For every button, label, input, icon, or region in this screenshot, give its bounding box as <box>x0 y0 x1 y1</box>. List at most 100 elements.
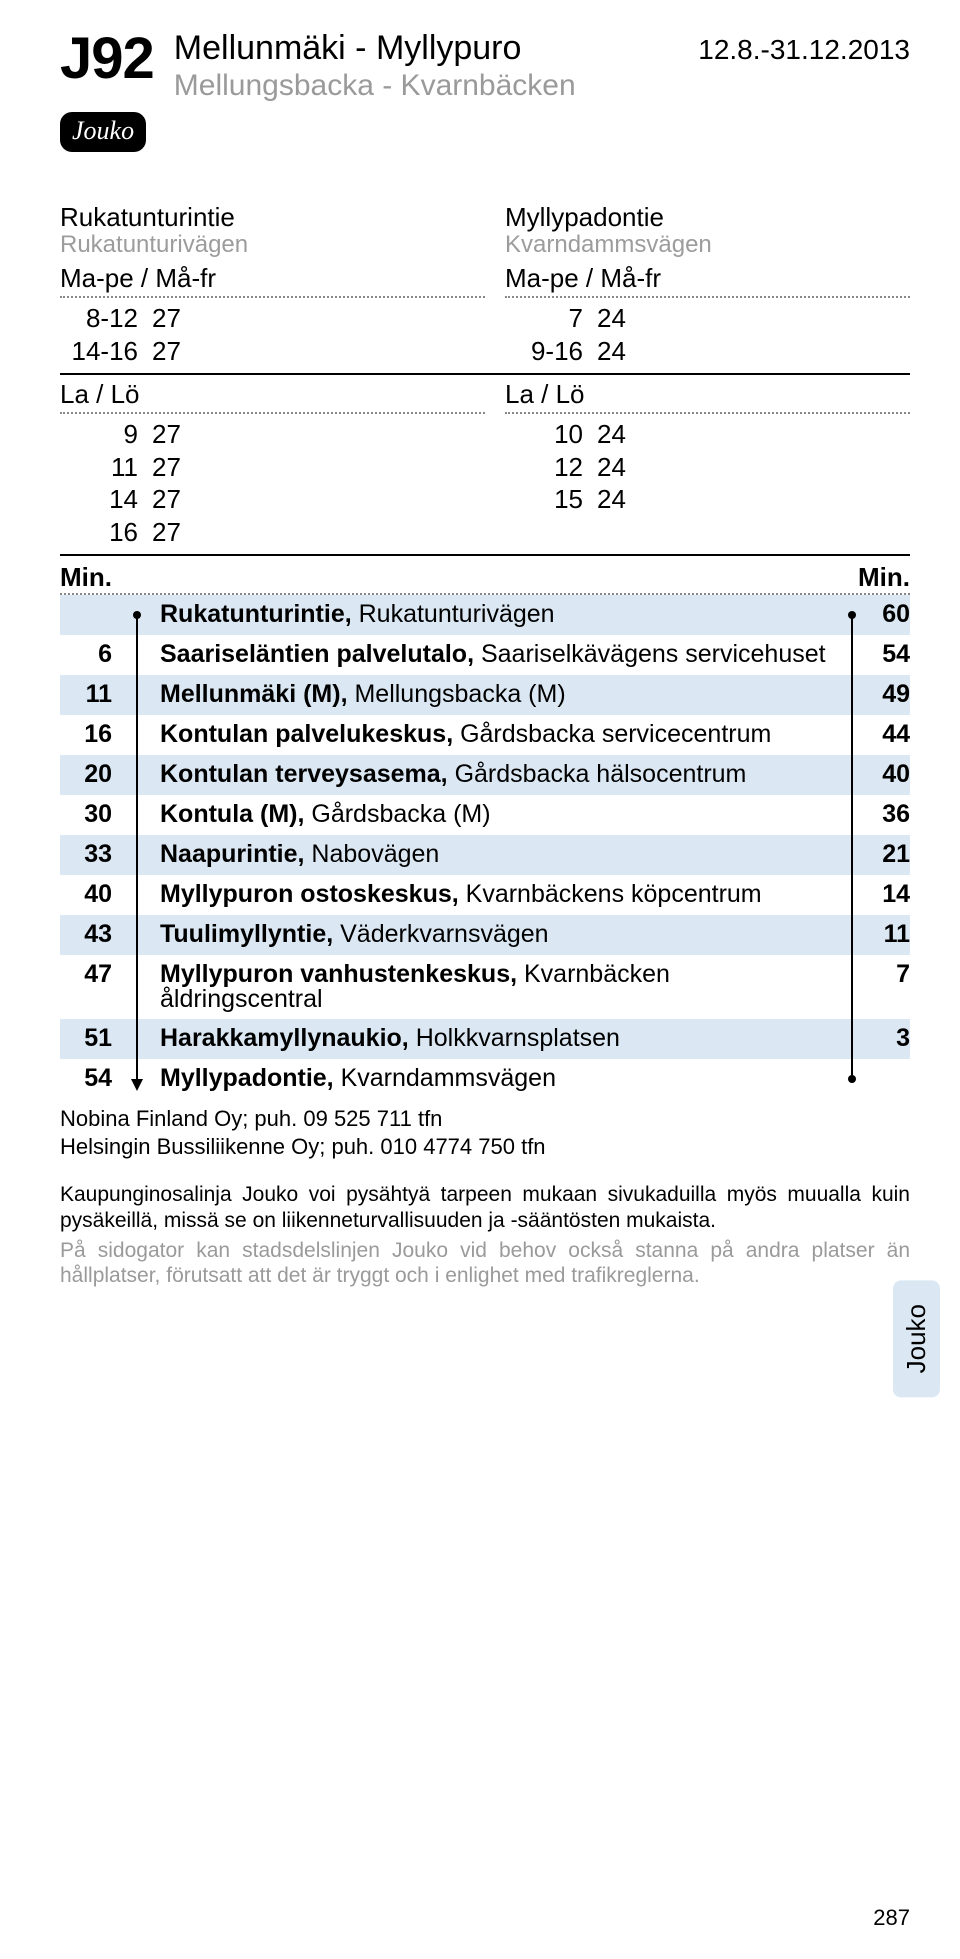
route-line <box>840 875 864 915</box>
stops-table: Rukatunturintie, Rukatunturivägen 60 6 Saar… <box>60 595 910 1099</box>
stop-min-left: 54 <box>60 1059 122 1099</box>
time-row: 9-1624 <box>505 335 910 368</box>
min-header: Min. Min. <box>60 556 910 595</box>
stop-min-left: 20 <box>60 755 122 795</box>
route-title-sv: Mellungsbacka - Kvarnbäcken <box>174 69 698 102</box>
stop-name: Mellunmäki (M), Mellungsbacka (M) <box>152 675 840 715</box>
page: J92 Mellunmäki - Myllypuro Mellungsbacka… <box>0 0 960 1959</box>
time-row: 1024 <box>505 418 910 451</box>
stop-min-left: 30 <box>60 795 122 835</box>
stop-min-left: 51 <box>60 1019 122 1059</box>
side-tab-jouko: Jouko <box>893 1280 940 1397</box>
route-code: J92 <box>60 30 154 88</box>
stops-block: Min. Min. Rukatunturintie, Rukatunturivä… <box>60 556 910 1099</box>
stop-name: Saariseläntien palvelutalo, Saariselkävä… <box>152 635 840 675</box>
page-number: 287 <box>873 1905 910 1931</box>
stop-min-left: 43 <box>60 915 122 955</box>
header: J92 Mellunmäki - Myllypuro Mellungsbacka… <box>60 30 910 102</box>
stop-min-right: 7 <box>864 955 910 1019</box>
down-arrow-icon <box>122 715 152 755</box>
operators: Nobina Finland Oy; puh. 09 525 711 tfn H… <box>60 1105 910 1160</box>
stop-min-left: 33 <box>60 835 122 875</box>
down-arrow-icon <box>122 955 152 1019</box>
down-arrow-icon <box>122 915 152 955</box>
time-row: 1627 <box>60 516 485 549</box>
stop-row: 11 Mellunmäki (M), Mellungsbacka (M) 49 <box>60 675 910 715</box>
info-paragraphs: Kaupunginosalinja Jouko voi pysähtyä tar… <box>60 1182 910 1288</box>
route-line <box>840 795 864 835</box>
schedule-body: Ma-pe / Må-fr Ma-pe / Må-fr 8-122714-1627 7… <box>60 259 910 556</box>
stop-row: 30 Kontula (M), Gårdsbacka (M) 36 <box>60 795 910 835</box>
stop-min-right: 36 <box>864 795 910 835</box>
schedule-left-head: Rukatunturintie Rukatunturivägen <box>60 202 485 259</box>
min-label-right: Min. <box>850 562 910 593</box>
stop-row: 16Kontulan palvelukeskus, Gårdsbacka ser… <box>60 715 910 755</box>
stop-row: 43 Tuulimyllyntie, Väderkvarnsvägen 11 <box>60 915 910 955</box>
stop-name: Kontula (M), Gårdsbacka (M) <box>152 795 840 835</box>
stop-min-right: 54 <box>864 635 910 675</box>
operator-line-1: Nobina Finland Oy; puh. 09 525 711 tfn <box>60 1105 910 1133</box>
stop-min-left: 40 <box>60 875 122 915</box>
stop-row: 20 Kontulan terveysasema, Gårdsbacka häls… <box>60 755 910 795</box>
stop-min-right: 44 <box>864 715 910 755</box>
stop-name: Myllypadontie, Kvarndammsvägen <box>152 1059 840 1099</box>
stop-min-left: 16 <box>60 715 122 755</box>
down-arrow-icon <box>122 755 152 795</box>
info-sv: På sidogator kan stadsdelslinjen Jouko v… <box>60 1238 910 1289</box>
stop-row: 6 Saariseläntien palvelutalo, Saariselkäv… <box>60 635 910 675</box>
stop-row: 54 Myllypadontie, Kvarndammsvägen <box>60 1059 910 1099</box>
down-arrow-icon <box>122 1019 152 1059</box>
stop-name: Naapurintie, Nabovägen <box>152 835 840 875</box>
time-row: 724 <box>505 302 910 335</box>
stop-row: Rukatunturintie, Rukatunturivägen 60 <box>60 595 910 635</box>
stop-name: Kontulan terveysasema, Gårdsbacka hälsoc… <box>152 755 840 795</box>
down-arrow-icon <box>122 795 152 835</box>
route-line <box>840 955 864 1019</box>
day-label: La / Lö <box>505 375 910 414</box>
schedule-left-stop-sv: Rukatunturivägen <box>60 231 485 259</box>
day-label: Ma-pe / Må-fr <box>505 259 910 298</box>
stop-min-left: 6 <box>60 635 122 675</box>
day-label: Ma-pe / Må-fr <box>60 259 485 298</box>
stop-min-right: 60 <box>864 595 910 635</box>
stop-name: Tuulimyllyntie, Väderkvarnsvägen <box>152 915 840 955</box>
route-line <box>840 675 864 715</box>
stop-min-right: 21 <box>864 835 910 875</box>
stop-min-right: 40 <box>864 755 910 795</box>
time-row: 14-1627 <box>60 335 485 368</box>
schedule-right-stop-sv: Kvarndammsvägen <box>505 231 910 259</box>
stop-name: Myllypuron vanhustenkeskus, Kvarnbäcken … <box>152 955 840 1019</box>
route-line <box>840 755 864 795</box>
stop-min-right: 14 <box>864 875 910 915</box>
stop-name: Rukatunturintie, Rukatunturivägen <box>152 595 840 635</box>
down-arrow-icon <box>122 875 152 915</box>
date-range: 12.8.-31.12.2013 <box>698 30 910 66</box>
schedule-right-stop-fi: Myllypadontie <box>505 202 910 233</box>
day-label: La / Lö <box>60 375 485 414</box>
route-line <box>840 1019 864 1059</box>
stop-min-left <box>60 595 122 635</box>
schedule-left-stop-fi: Rukatunturintie <box>60 202 485 233</box>
stop-name: Harakkamyllynaukio, Holkkvarnsplatsen <box>152 1019 840 1059</box>
stop-min-right: 11 <box>864 915 910 955</box>
stop-row: 51 Harakkamyllynaukio, Holkkvarnsplatsen 3 <box>60 1019 910 1059</box>
stop-min-right: 49 <box>864 675 910 715</box>
route-line <box>840 915 864 955</box>
stop-min-right: 3 <box>864 1019 910 1059</box>
time-row: 8-1227 <box>60 302 485 335</box>
stop-min-left: 47 <box>60 955 122 1019</box>
stop-min-left: 11 <box>60 675 122 715</box>
stop-row: 33 Naapurintie, Nabovägen 21 <box>60 835 910 875</box>
route-title-fi: Mellunmäki - Myllypuro <box>174 30 698 67</box>
down-arrow-icon <box>122 595 152 635</box>
down-arrow-icon <box>122 635 152 675</box>
time-row: 1524 <box>505 483 910 516</box>
route-line <box>840 635 864 675</box>
down-arrow-icon <box>122 1059 152 1099</box>
stop-row: 40Myllypuron ostoskeskus, Kvarnbäckens k… <box>60 875 910 915</box>
route-line <box>840 715 864 755</box>
down-arrow-icon <box>122 675 152 715</box>
route-line <box>840 595 864 635</box>
time-row: 1427 <box>60 483 485 516</box>
operator-line-2: Helsingin Bussiliikenne Oy; puh. 010 477… <box>60 1133 910 1161</box>
